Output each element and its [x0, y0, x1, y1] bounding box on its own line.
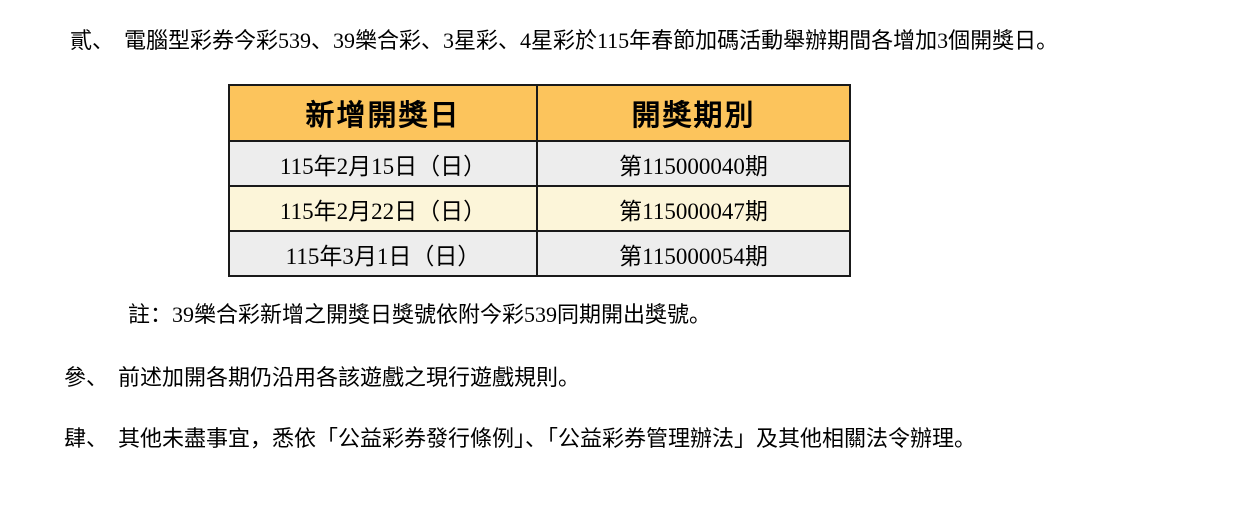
section-2-paragraph: 貳、 電腦型彩券今彩539、39樂合彩、3星彩、4星彩於115年春節加碼活動舉辦…	[70, 26, 1058, 56]
table-header-row: 新增開獎日 開獎期別	[228, 84, 851, 142]
draw-date-cell: 115年2月15日（日）	[228, 140, 538, 187]
draw-date-cell: 115年2月22日（日）	[228, 185, 538, 232]
draw-period-cell: 第115000047期	[536, 185, 851, 232]
draw-date-cell: 115年3月1日（日）	[228, 230, 538, 277]
section-2-text: 電腦型彩券今彩539、39樂合彩、3星彩、4星彩於115年春節加碼活動舉辦期間各…	[124, 28, 1059, 53]
note-text: 註：39樂合彩新增之開獎日獎號依附今彩539同期開出獎號。	[128, 302, 712, 327]
draw-period-cell: 第115000054期	[536, 230, 851, 277]
table-header-draw-period: 開獎期別	[536, 84, 851, 142]
draw-dates-table: 新增開獎日 開獎期別 115年2月15日（日） 第115000040期 115年…	[228, 84, 851, 277]
section-3-paragraph: 參、 前述加開各期仍沿用各該遊戲之現行遊戲規則。	[64, 363, 580, 393]
table-header-new-draw-date: 新增開獎日	[228, 84, 538, 142]
table-row: 115年2月15日（日） 第115000040期	[228, 140, 851, 187]
section-4-marker: 肆、	[64, 426, 109, 451]
section-4-text: 其他未盡事宜，悉依「公益彩券發行條例」、「公益彩券管理辦法」及其他相關法令辦理。	[118, 426, 977, 451]
section-4-paragraph: 肆、 其他未盡事宜，悉依「公益彩券發行條例」、「公益彩券管理辦法」及其他相關法令…	[64, 424, 976, 454]
section-3-marker: 參、	[64, 365, 109, 390]
draw-period-cell: 第115000040期	[536, 140, 851, 187]
table-row: 115年3月1日（日） 第115000054期	[228, 230, 851, 277]
table-row: 115年2月22日（日） 第115000047期	[228, 185, 851, 232]
section-2-marker: 貳、	[70, 28, 115, 53]
section-3-text: 前述加開各期仍沿用各該遊戲之現行遊戲規則。	[118, 365, 581, 390]
